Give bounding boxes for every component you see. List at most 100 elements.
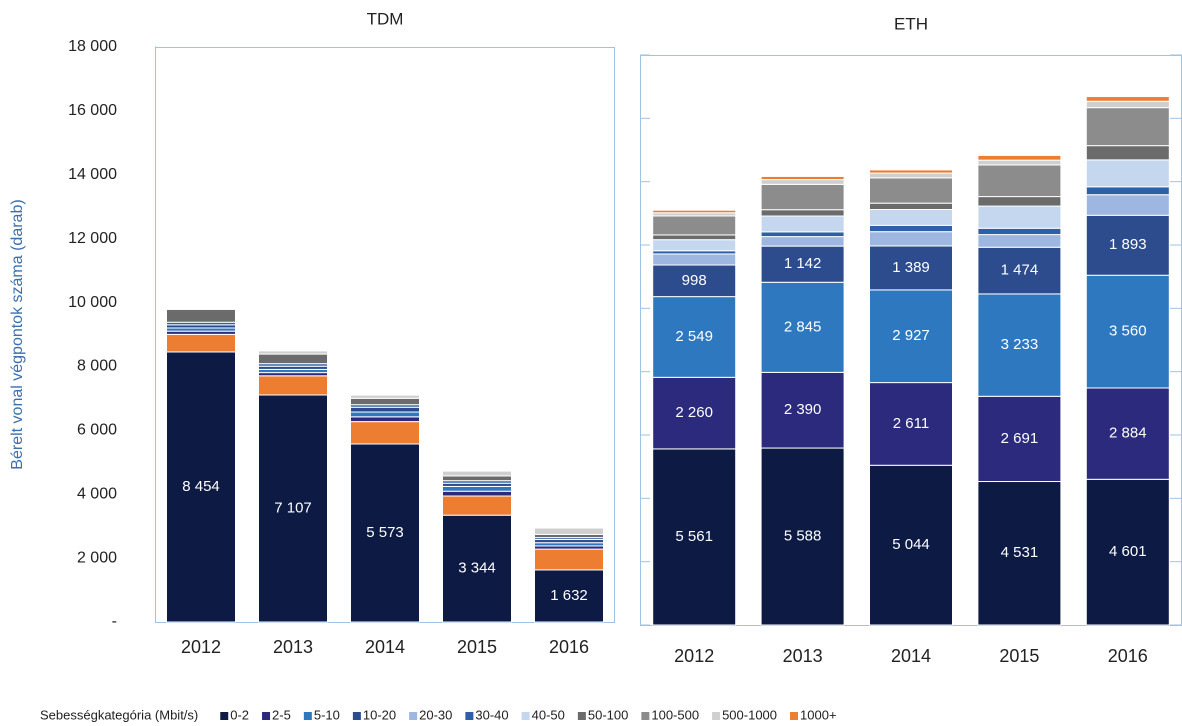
data-label: 5 561 xyxy=(675,528,713,545)
data-label: 8 454 xyxy=(182,478,220,495)
data-label: 2 691 xyxy=(1001,430,1039,447)
bar-segment xyxy=(350,421,420,445)
legend-swatch xyxy=(352,712,361,720)
y-tick-label: 16 000 xyxy=(68,102,117,119)
bar-segment xyxy=(760,371,845,449)
legend-swatch xyxy=(521,712,530,720)
bar-segment xyxy=(869,169,953,174)
bar-segment xyxy=(977,481,1062,626)
bar-segment xyxy=(166,351,236,623)
bar-segment xyxy=(1085,478,1170,626)
x-tick-label: 2015 xyxy=(457,637,497,657)
bar-segment xyxy=(350,443,420,623)
bar-segment xyxy=(1085,145,1170,161)
x-tick-label: 2016 xyxy=(1108,646,1148,666)
bar-segment xyxy=(1085,186,1170,196)
y-tick-label: 2 000 xyxy=(77,549,117,566)
bar-segment xyxy=(977,293,1062,397)
bar-segment xyxy=(977,205,1062,229)
legend-label: 500-1000 xyxy=(722,707,777,722)
y-tick-label: 18 000 xyxy=(68,38,117,55)
legend-swatch xyxy=(303,712,312,720)
data-label: 2 260 xyxy=(675,404,713,421)
bar-segment xyxy=(166,308,236,323)
legend-swatch xyxy=(577,712,586,720)
bar-segment xyxy=(977,395,1062,483)
data-label: 1 474 xyxy=(1001,262,1039,279)
bar-segment xyxy=(442,470,512,477)
legend-label: 10-20 xyxy=(363,707,396,722)
bar-segment xyxy=(1085,107,1170,147)
legend-label: 40-50 xyxy=(532,707,565,722)
data-label: 3 344 xyxy=(458,560,496,577)
bar-segment xyxy=(442,475,512,482)
legend-label: 30-40 xyxy=(475,707,508,722)
bar-segment xyxy=(258,353,328,365)
bar-segment xyxy=(258,375,328,396)
bar-segment xyxy=(760,245,845,283)
data-label: 5 588 xyxy=(784,527,822,544)
chart-title: TDM xyxy=(367,9,404,28)
data-label: 2 549 xyxy=(675,328,713,345)
bar-segment xyxy=(442,495,512,516)
bar-segment xyxy=(1085,274,1170,389)
y-tick-label: - xyxy=(112,613,117,630)
bar-segment xyxy=(760,231,845,238)
bar-segment xyxy=(442,514,512,623)
bar-segment xyxy=(534,527,604,535)
data-label: 1 389 xyxy=(892,259,930,276)
legend-swatch xyxy=(409,712,418,720)
bar-segment xyxy=(760,175,845,181)
bar-segment xyxy=(1085,159,1170,188)
y-tick-label: 10 000 xyxy=(68,294,117,311)
data-label: 2 884 xyxy=(1109,425,1147,442)
bar-segment xyxy=(869,224,953,233)
bar-segment xyxy=(760,447,845,626)
bar-segment xyxy=(760,183,845,211)
data-label: 2 390 xyxy=(784,401,822,418)
bar-segment xyxy=(258,350,328,355)
bar-segment xyxy=(1085,100,1170,109)
legend-label: 2-5 xyxy=(272,707,291,722)
legend-label: 5-10 xyxy=(314,707,340,722)
legend-swatch xyxy=(641,712,650,720)
data-label: 1 893 xyxy=(1109,236,1147,253)
bar-segment xyxy=(652,239,737,252)
bar-segment xyxy=(166,333,236,353)
bar-segment xyxy=(1085,96,1170,102)
bar-segment xyxy=(760,209,845,217)
legend-swatch xyxy=(465,712,474,720)
y-tick-label: 4 000 xyxy=(77,485,117,502)
x-tick-label: 2014 xyxy=(891,646,931,666)
bar-segment xyxy=(869,172,953,179)
legend-label: 0-2 xyxy=(230,707,249,722)
data-label: 998 xyxy=(682,272,707,289)
chart-title: ETH xyxy=(894,14,928,33)
legend-label: 50-100 xyxy=(588,707,628,722)
data-label: 1 142 xyxy=(784,255,822,272)
data-label: 5 044 xyxy=(892,536,930,553)
data-label: 4 531 xyxy=(1001,544,1039,561)
y-tick-label: 12 000 xyxy=(68,230,117,247)
legend-swatch xyxy=(790,712,799,720)
bar-segment xyxy=(350,394,420,399)
bar-segment xyxy=(977,154,1062,161)
bar-segment xyxy=(442,490,512,497)
bar-segment xyxy=(652,448,737,626)
data-label: 3 233 xyxy=(1001,336,1039,353)
bar-segment xyxy=(1085,194,1170,216)
bar-segment xyxy=(350,406,420,413)
bar-segment xyxy=(350,397,420,406)
x-tick-label: 2012 xyxy=(181,637,221,657)
bar-segment xyxy=(652,234,737,241)
bar-segment xyxy=(1085,387,1170,480)
bar-segment xyxy=(760,215,845,233)
legend-label: 20-30 xyxy=(419,707,452,722)
y-tick-label: 6 000 xyxy=(77,422,117,439)
bar-segment xyxy=(977,234,1062,248)
x-tick-label: 2014 xyxy=(365,637,405,657)
legend-swatch xyxy=(712,712,721,720)
bar-segment xyxy=(652,215,737,236)
x-tick-label: 2016 xyxy=(549,637,589,657)
y-tick-label: 8 000 xyxy=(77,358,117,375)
